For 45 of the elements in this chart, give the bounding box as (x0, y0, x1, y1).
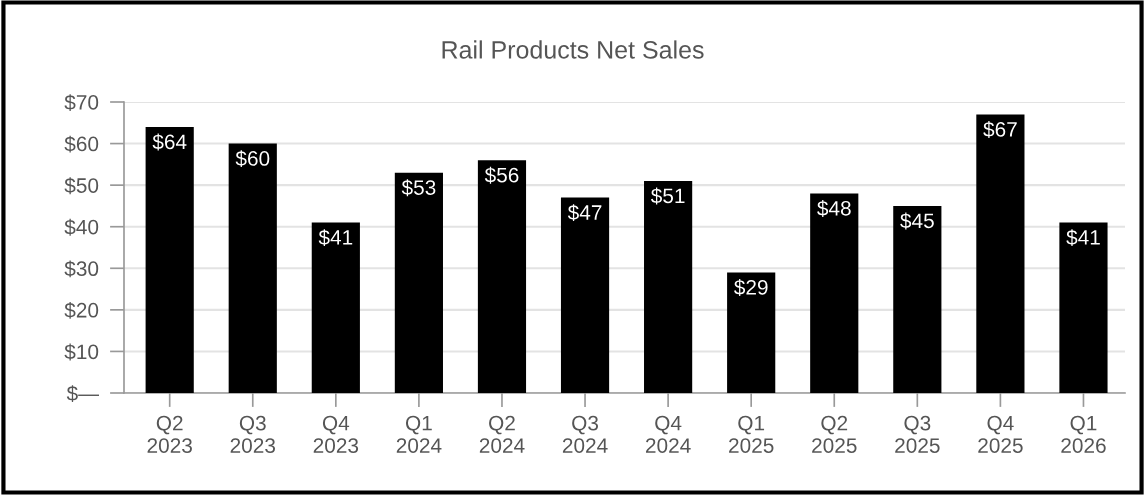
bar (644, 180, 693, 393)
x-tick-label: Q3 2023 (230, 415, 276, 453)
bar (394, 172, 443, 393)
x-tick-label: Q1 2024 (396, 415, 442, 453)
bar (311, 222, 360, 393)
data-label: $41 (318, 229, 353, 247)
bar (228, 143, 277, 393)
data-label: $64 (152, 133, 187, 151)
data-label: $45 (900, 212, 934, 230)
data-label: $51 (650, 187, 685, 205)
y-tick-label: $20 (64, 301, 99, 319)
data-label: $29 (734, 279, 768, 296)
bar (727, 272, 776, 393)
bar (145, 126, 194, 393)
data-label: $47 (567, 204, 602, 222)
x-tick-label: Q2 2025 (812, 415, 857, 453)
x-tick-label: Q2 2023 (147, 415, 192, 453)
y-tick-label: $40 (64, 218, 99, 236)
y-tick-label: $30 (64, 260, 99, 278)
x-tick-label: Q1 2026 (1061, 415, 1106, 453)
y-tick-label: $70 (64, 94, 99, 111)
bar (1059, 222, 1108, 393)
bar (560, 197, 610, 393)
bar (477, 160, 527, 393)
data-label: $60 (235, 150, 270, 168)
x-tick-label: Q4 2024 (645, 415, 691, 453)
data-label: $53 (401, 179, 436, 197)
bar (810, 193, 859, 393)
y-tick-label: $60 (64, 135, 99, 153)
bar (976, 114, 1025, 393)
x-tick-label: Q3 2024 (562, 415, 608, 453)
y-tick-label: $50 (64, 177, 99, 195)
data-label: $67 (983, 121, 1017, 138)
y-tick-label: $10 (64, 343, 99, 361)
bar (893, 205, 942, 393)
y-tick-label: $— (66, 385, 99, 402)
data-label: $41 (1066, 229, 1100, 247)
x-tick-label: Q4 2025 (978, 415, 1023, 453)
x-tick-label: Q2 2024 (479, 415, 525, 453)
x-tick-label: Q3 2025 (895, 415, 940, 453)
data-label: $56 (484, 166, 519, 184)
chart-title: Rail Products Net Sales (442, 40, 704, 59)
data-label: $48 (817, 200, 851, 217)
x-tick-label: Q4 2023 (313, 415, 359, 453)
x-tick-label: Q1 2025 (729, 415, 774, 453)
